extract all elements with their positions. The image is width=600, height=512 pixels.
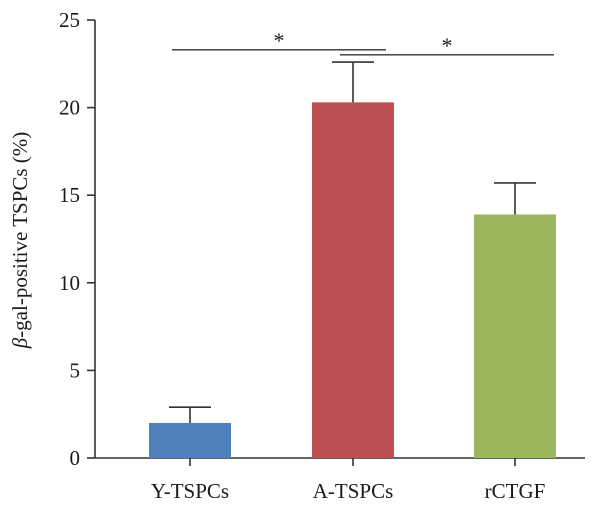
error-bars [169, 61, 536, 423]
y-axis-label: β-gal-positive TSPCs (%) [8, 132, 32, 350]
x-axis: Y-TSPCs A-TSPCs rCTGF [95, 457, 585, 503]
y-tick-label: 0 [70, 446, 81, 470]
y-axis-label-symbol: β [8, 337, 32, 349]
bar-rctgf [474, 214, 556, 458]
y-tick-label: 10 [59, 271, 80, 295]
significance-star: * [274, 28, 285, 53]
bar-a-tspcs [312, 102, 394, 459]
y-tick-label: 5 [70, 358, 81, 382]
y-axis: 0 5 10 15 20 25 [59, 8, 96, 470]
significance-brackets: * * [172, 28, 554, 58]
x-tick-label: Y-TSPCs [151, 479, 229, 503]
y-tick-label: 20 [59, 96, 80, 120]
y-axis-label-text: -gal-positive TSPCs (%) [8, 132, 32, 338]
significance-star: * [442, 33, 453, 58]
y-tick-label: 25 [59, 8, 80, 32]
x-tick-label: A-TSPCs [313, 479, 394, 503]
x-tick-label: rCTGF [485, 479, 546, 503]
bar-y-tspcs [149, 422, 231, 458]
y-tick-label: 15 [59, 183, 80, 207]
bars [149, 102, 556, 459]
